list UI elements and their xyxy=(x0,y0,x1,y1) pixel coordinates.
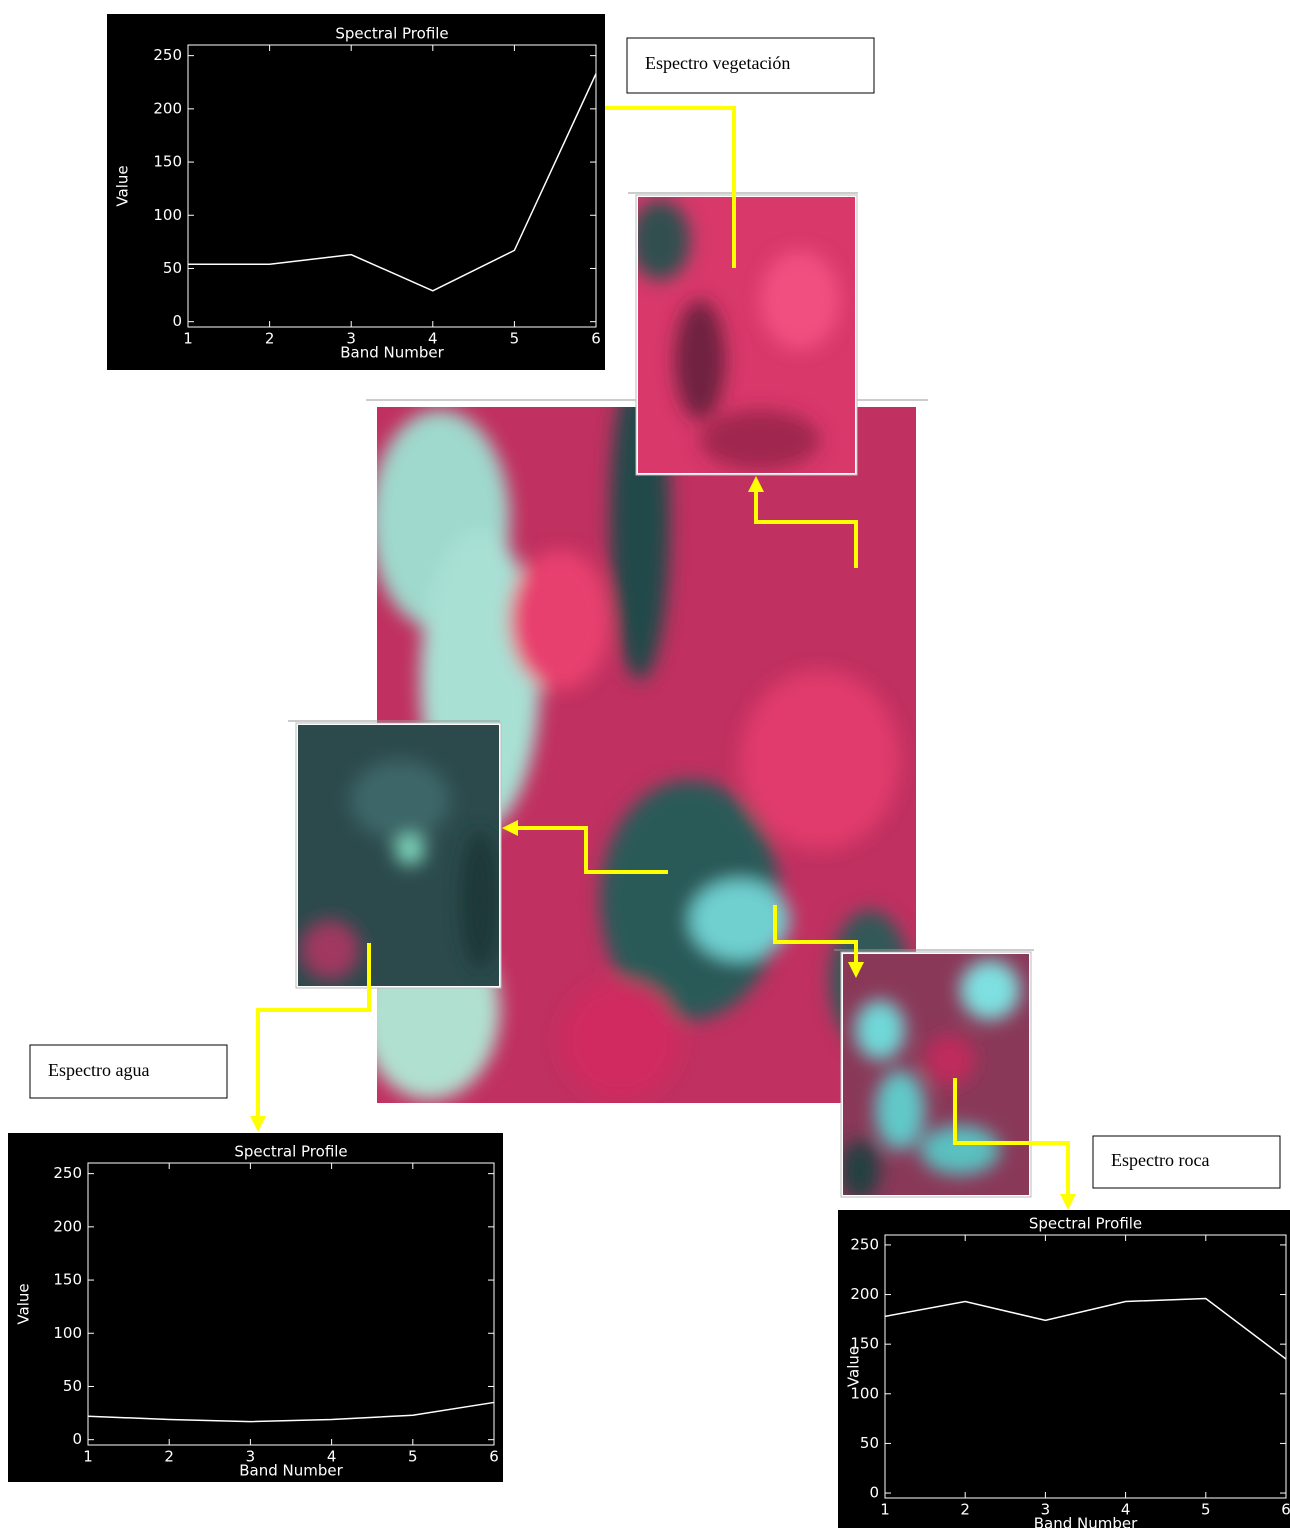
x-tick-label: 1 xyxy=(880,1501,890,1519)
y-tick-label: 100 xyxy=(850,1384,879,1402)
chart-background xyxy=(838,1210,1290,1528)
y-tick-label: 100 xyxy=(53,1324,82,1342)
y-tick-label: 100 xyxy=(153,206,182,224)
arrowhead xyxy=(250,1116,266,1132)
x-tick-label: 4 xyxy=(428,330,438,348)
y-tick-label: 50 xyxy=(163,259,182,277)
annotation: Espectro agua xyxy=(48,1060,149,1080)
water-inset xyxy=(298,725,500,986)
x-tick-label: 6 xyxy=(1281,1501,1290,1519)
y-tick-label: 200 xyxy=(850,1285,879,1303)
x-tick-label: 1 xyxy=(83,1448,93,1466)
figure: Espectro vegetación Espectro agua Espect… xyxy=(0,0,1290,1528)
y-tick-label: 250 xyxy=(850,1235,879,1253)
chart-background xyxy=(8,1133,503,1482)
y-axis-label: Value xyxy=(114,165,132,206)
x-tick-label: 4 xyxy=(327,1448,337,1466)
x-tick-label: 5 xyxy=(510,330,520,348)
x-tick-label: 5 xyxy=(1201,1501,1211,1519)
chart-title: Spectral Profile xyxy=(1029,1215,1142,1233)
x-tick-label: 4 xyxy=(1121,1501,1131,1519)
y-tick-label: 250 xyxy=(153,46,182,64)
chart-title: Spectral Profile xyxy=(234,1143,347,1161)
x-tick-label: 3 xyxy=(246,1448,256,1466)
x-tick-label: 6 xyxy=(591,330,601,348)
x-tick-label: 2 xyxy=(265,330,275,348)
x-tick-label: 5 xyxy=(408,1448,418,1466)
arrowhead xyxy=(1060,1194,1076,1210)
annotation: Espectro roca xyxy=(1111,1150,1209,1170)
y-tick-label: 200 xyxy=(153,99,182,117)
x-tick-label: 3 xyxy=(1041,1501,1051,1519)
vegetation-inset xyxy=(630,197,855,473)
x-tick-label: 3 xyxy=(346,330,356,348)
y-tick-label: 0 xyxy=(869,1484,879,1502)
y-tick-label: 250 xyxy=(53,1164,82,1182)
y-tick-label: 50 xyxy=(63,1377,82,1395)
y-tick-label: 0 xyxy=(172,312,182,330)
y-tick-label: 200 xyxy=(53,1217,82,1235)
x-tick-label: 2 xyxy=(960,1501,970,1519)
y-tick-label: 0 xyxy=(72,1430,82,1448)
chart-title: Spectral Profile xyxy=(335,25,448,43)
y-tick-label: 150 xyxy=(850,1335,879,1353)
annotation: Espectro vegetación xyxy=(645,53,790,73)
x-tick-label: 1 xyxy=(183,330,193,348)
y-tick-label: 150 xyxy=(53,1271,82,1289)
rock-inset xyxy=(840,954,1029,1200)
y-tick-label: 50 xyxy=(860,1434,879,1452)
y-axis-label: Value xyxy=(15,1283,33,1324)
x-tick-label: 6 xyxy=(489,1448,499,1466)
y-tick-label: 150 xyxy=(153,153,182,171)
x-tick-label: 2 xyxy=(164,1448,174,1466)
page: {"chart_data": [ {"type": "line", "title… xyxy=(0,0,1290,1532)
